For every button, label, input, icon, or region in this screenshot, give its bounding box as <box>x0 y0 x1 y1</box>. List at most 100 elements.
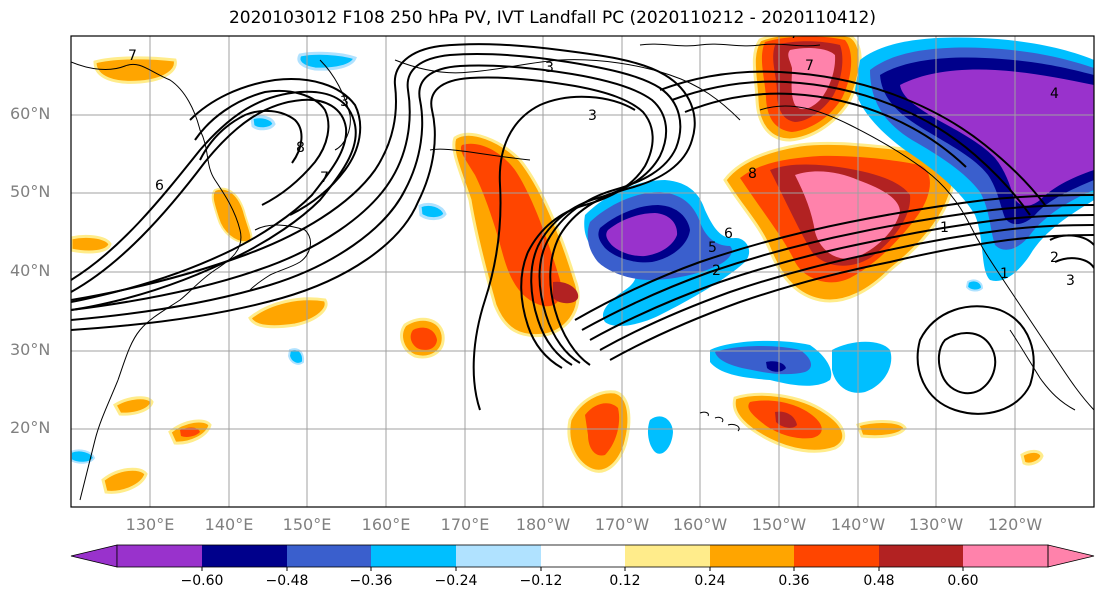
colorbar-tick-label: 0.48 <box>863 573 895 589</box>
cool-region-small-5 <box>71 449 96 464</box>
lat-label: 40°N <box>10 261 51 280</box>
warm-region-dateline-dark <box>553 281 579 304</box>
colorbar-tick-label: 0.24 <box>694 573 726 589</box>
contour-jet-2 <box>581 204 1094 331</box>
contour-label: 3 <box>340 94 349 110</box>
contour-label: 1 <box>940 220 949 236</box>
pv-contours <box>71 43 1094 415</box>
coastlines <box>71 43 1094 501</box>
colorbar-segment <box>625 545 710 567</box>
contour-big-trough-1 <box>71 43 696 366</box>
colorbar-extend-low <box>70 544 118 568</box>
cool-region-northeast-purple <box>900 69 1094 206</box>
colorbar-segment <box>794 545 879 567</box>
map-plot-area: 7 3 8 7 6 3 7 3 8 7 5 6 2 1 4 1 2 3 <box>71 36 1094 507</box>
lon-label: 160°W <box>672 515 728 534</box>
lat-label: 30°N <box>10 340 51 359</box>
warm-region-east-tiny <box>1020 449 1044 466</box>
warm-region-west-5 <box>112 396 154 416</box>
lon-label: 160°E <box>361 515 411 534</box>
coastline-japan <box>249 224 311 291</box>
warm-region-subtropical-2-dark <box>775 411 797 428</box>
warm-region-west-6-core <box>180 427 200 437</box>
coastline-canada <box>639 43 821 47</box>
contour-east-small <box>1049 234 1094 246</box>
contour-label: 6 <box>155 178 164 194</box>
contour-ridge-2 <box>71 98 348 303</box>
lon-label: 140°E <box>204 515 254 534</box>
lat-label: 50°N <box>10 182 51 201</box>
contour-ridge-east-1 <box>659 70 1046 206</box>
contour-label: 6 <box>724 226 733 242</box>
contour-ridge-3 <box>189 78 362 216</box>
coastline-north-america <box>759 105 1094 411</box>
cool-region-small-3 <box>418 202 447 221</box>
colorbar-tick-label: 0.36 <box>778 573 810 589</box>
negative-anomaly-fills <box>71 37 1094 464</box>
colorbar-tick-label: −0.24 <box>434 573 478 589</box>
map-frame <box>70 35 1095 508</box>
colorbar-tick-label: −0.36 <box>349 573 393 589</box>
colorbar-segment <box>117 545 202 567</box>
contour-labels: 7 3 8 7 6 3 7 3 8 7 5 6 2 1 4 1 2 3 <box>128 36 1075 289</box>
coastline-asia <box>71 61 242 501</box>
cool-region-central-purple <box>606 213 678 257</box>
contour-big-trough-4 <box>71 76 654 369</box>
colorbar-segment <box>541 545 625 567</box>
coastline-hawaii <box>699 411 740 432</box>
lon-label: 130°E <box>125 515 175 534</box>
contour-label: 8 <box>748 166 757 182</box>
contour-label: 7 <box>128 48 137 64</box>
coastline-mexico <box>1009 329 1076 411</box>
lat-label: 60°N <box>10 104 51 123</box>
contour-jet-1 <box>574 194 1094 321</box>
coastline-aleutian <box>429 148 531 161</box>
contour-ridge-east-3 <box>684 92 967 168</box>
contour-cutoff-low <box>937 332 997 395</box>
contour-label: 3 <box>1066 273 1075 289</box>
contour-label: 1 <box>1000 266 1009 282</box>
contour-big-trough-2 <box>71 53 682 364</box>
contour-label: 3 <box>545 60 554 76</box>
contour-label: 5 <box>708 240 717 256</box>
contour-label: 4 <box>1050 86 1059 102</box>
warm-region-west-4 <box>71 234 112 254</box>
cool-region-small-6 <box>965 279 984 292</box>
contour-label: 2 <box>712 263 721 279</box>
lon-label: 150°E <box>282 515 332 534</box>
cool-region-subtropical-1-navy <box>766 361 786 372</box>
colorbar-segment <box>287 545 371 567</box>
colorbar <box>70 544 1095 571</box>
warm-region-dateline-core <box>460 143 562 307</box>
contour-label: 8 <box>296 140 305 156</box>
contour-big-trough-3 <box>71 64 668 366</box>
cool-region-subtropical-1-blue <box>715 346 812 375</box>
lon-label: 140°W <box>830 515 886 534</box>
contour-ridge-4 <box>194 89 330 206</box>
map-title: 2020103012 F108 250 hPa PV, IVT Landfall… <box>228 8 876 28</box>
colorbar-tick-label: 0.60 <box>947 573 979 589</box>
lon-label: 150°W <box>751 515 807 534</box>
colorbar-extend-high <box>1047 544 1095 568</box>
colorbar-segment <box>371 545 456 567</box>
colorbar-segment <box>710 545 794 567</box>
colorbar-segment <box>879 545 963 567</box>
contour-label: 7 <box>805 58 814 74</box>
cool-region-subtropical-3 <box>647 416 673 454</box>
contour-cutoff-low-outer <box>916 305 1035 415</box>
warm-region-west-7 <box>101 467 148 494</box>
coastline-kamchatka <box>319 59 351 151</box>
colorbar-tick-label: −0.48 <box>265 573 309 589</box>
contour-east-small-2 <box>1054 257 1094 269</box>
contour-label: 3 <box>588 108 597 124</box>
contour-big-trough-5 <box>472 95 636 411</box>
colorbar-tick-label: 0.12 <box>609 573 641 589</box>
lon-label: 180°W <box>515 515 571 534</box>
contour-ridge-1 <box>71 90 357 311</box>
warm-region-west-2 <box>93 56 177 84</box>
cool-region-small-2 <box>250 115 276 131</box>
colorbar-tick-label: −0.12 <box>519 573 563 589</box>
colorbar-segment <box>456 545 541 567</box>
lon-label: 130°W <box>908 515 964 534</box>
